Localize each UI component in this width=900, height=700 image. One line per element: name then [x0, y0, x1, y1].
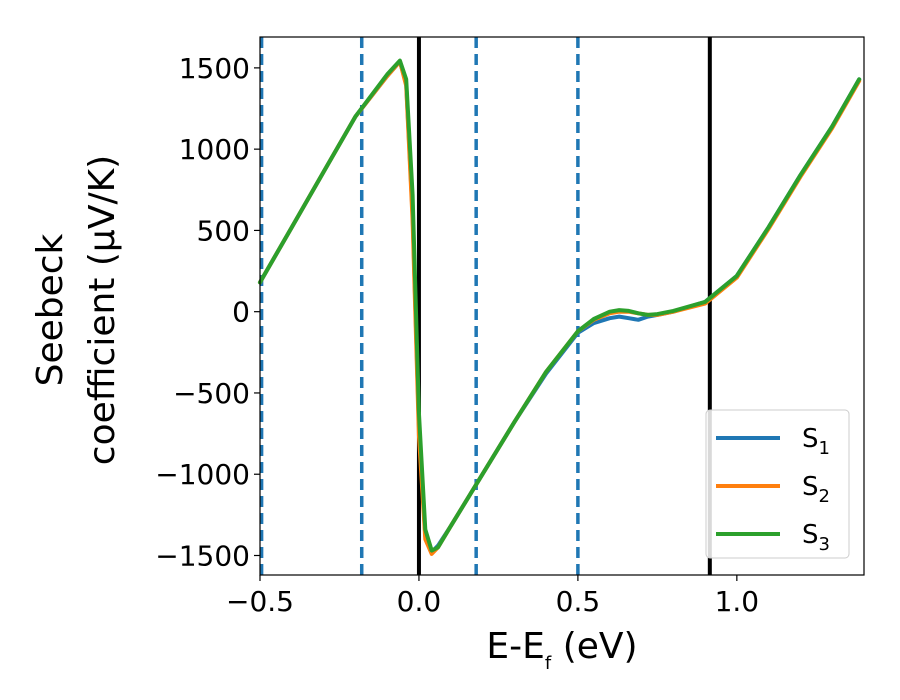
y-tick-label: 500 — [197, 214, 250, 247]
legend-label-3: S3 — [802, 520, 830, 555]
x-tick-label: 0.0 — [397, 585, 442, 618]
series-lines — [258, 58, 862, 556]
y-tick-label: 1000 — [179, 133, 250, 166]
x-tick-label: 0.5 — [556, 585, 601, 618]
y-tick-label: 0 — [232, 296, 250, 329]
x-tick-label: −0.5 — [226, 585, 294, 618]
y-tick-label: 1500 — [179, 52, 250, 85]
x-axis-label: E-Ef (eV) — [486, 626, 637, 674]
y-axis-label-line2: coefficient (μV/K) — [82, 155, 123, 465]
y-axis-label: Seebeck coefficient (μV/K) — [30, 155, 123, 465]
x-axis-ticks: −0.5 0.0 0.5 1.0 — [226, 575, 759, 618]
plot-frame — [259, 36, 865, 576]
y-tick-label: −1000 — [155, 458, 250, 491]
legend-label-1: S1 — [802, 424, 830, 459]
y-axis-label-line1: Seebeck — [30, 233, 71, 386]
y-tick-label: −1500 — [155, 539, 250, 572]
legend: S1 S2 S3 — [705, 409, 850, 559]
y-tick-label: −500 — [173, 377, 250, 410]
series-line-3 — [258, 58, 862, 553]
legend-label-2: S2 — [802, 472, 830, 507]
x-tick-label: 1.0 — [715, 585, 760, 618]
y-axis-ticks: −1500 −1000 −500 0 500 1000 1500 — [155, 52, 260, 572]
vertical-reference-lines — [259, 37, 712, 575]
